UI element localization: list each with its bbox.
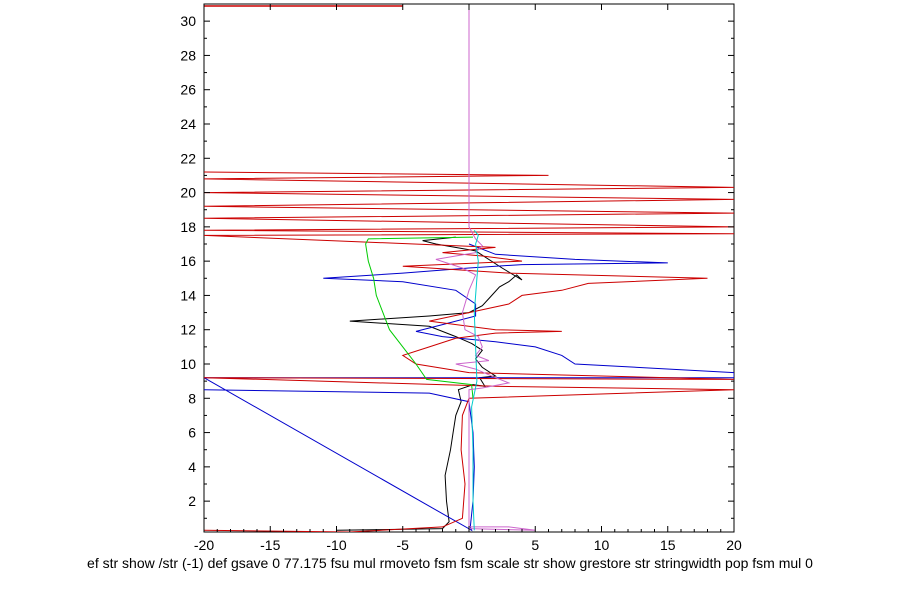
- x-tick-label: -15: [260, 537, 280, 553]
- y-tick-label: 8: [188, 390, 196, 406]
- y-tick-label: 6: [188, 425, 196, 441]
- x-tick-label: 20: [726, 537, 742, 553]
- y-tick-label: 14: [180, 287, 196, 303]
- x-tick-label: 10: [594, 537, 610, 553]
- y-tick-label: 24: [180, 116, 196, 132]
- x-tick-label: 5: [531, 537, 539, 553]
- x-tick-label: -20: [194, 537, 214, 553]
- y-tick-label: 4: [188, 459, 196, 475]
- y-tick-label: 16: [180, 253, 196, 269]
- x-tick-label: 0: [465, 537, 473, 553]
- y-tick-label: 26: [180, 82, 196, 98]
- x-tick-label: -5: [397, 537, 410, 553]
- series-black-line: [336, 236, 523, 531]
- series-green-line: [365, 236, 474, 399]
- y-tick-label: 12: [180, 322, 196, 338]
- y-tick-label: 18: [180, 219, 196, 235]
- series-violet-line: [435, 4, 536, 531]
- y-tick-label: 20: [180, 185, 196, 201]
- y-tick-label: 30: [180, 13, 196, 29]
- x-tick-label: 15: [660, 537, 676, 553]
- x-tick-label: -10: [326, 537, 346, 553]
- y-tick-label: 22: [180, 150, 196, 166]
- y-tick-label: 10: [180, 356, 196, 372]
- y-tick-label: 28: [180, 47, 196, 63]
- y-tick-label: 2: [188, 493, 196, 509]
- x-axis-label: ef str show /str (-1) def gsave 0 77.175…: [87, 555, 813, 571]
- series-cyan-line: [471, 229, 479, 531]
